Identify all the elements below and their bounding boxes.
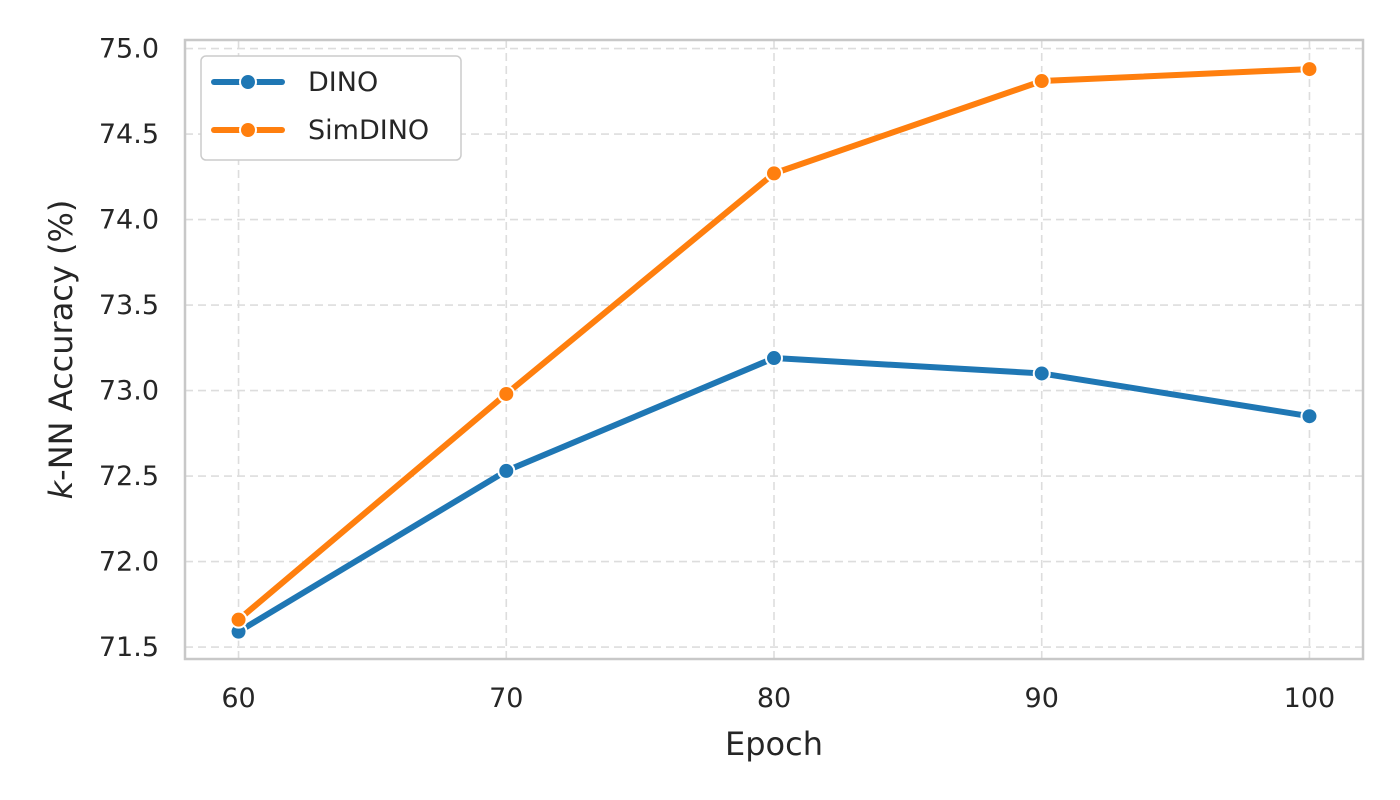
x-tick-label: 100 [1284,683,1336,714]
y-tick-label: 74.5 [99,119,159,150]
legend: DINO SimDINO [200,55,462,161]
data-point [497,384,516,403]
y-axis-title-italic: k [42,479,80,499]
data-point [1300,60,1319,79]
legend-label: DINO [308,67,378,98]
y-axis-title: k-NN Accuracy (%) [42,200,80,500]
y-axis-title-rest: -NN Accuracy (%) [42,200,80,481]
y-tick-label: 75.0 [99,34,159,65]
data-point [765,349,783,368]
y-tick-label: 74.0 [99,205,159,236]
y-tick-label: 72.0 [99,547,159,578]
x-tick-label: 60 [221,683,255,714]
data-point [765,164,783,183]
x-tick-label: 80 [757,683,791,714]
y-axis-ticks: 71.5 72.0 72.5 73.0 73.5 74.0 74.5 75.0 [99,34,159,663]
data-point [497,461,516,480]
data-point [1300,407,1319,426]
data-point [229,610,248,629]
y-tick-label: 72.5 [99,461,159,492]
y-tick-label: 73.0 [99,376,159,407]
x-axis-ticks: 60 70 80 90 100 [221,683,1335,714]
legend-marker [239,73,257,91]
series-simdino [229,60,1319,629]
legend-item-simdino: SimDINO [211,115,429,146]
plot-frame [183,38,1365,661]
x-tick-label: 90 [1025,683,1059,714]
x-axis-title: Epoch [725,725,823,763]
x-tick-label: 70 [489,683,523,714]
legend-item-dino: DINO [211,67,378,98]
data-point [1032,364,1051,383]
legend-marker [239,121,257,139]
y-tick-label: 71.5 [99,632,159,663]
legend-label: SimDINO [308,115,429,146]
series-layer [229,60,1319,641]
y-tick-label: 73.5 [99,290,159,321]
data-point [1032,72,1051,91]
